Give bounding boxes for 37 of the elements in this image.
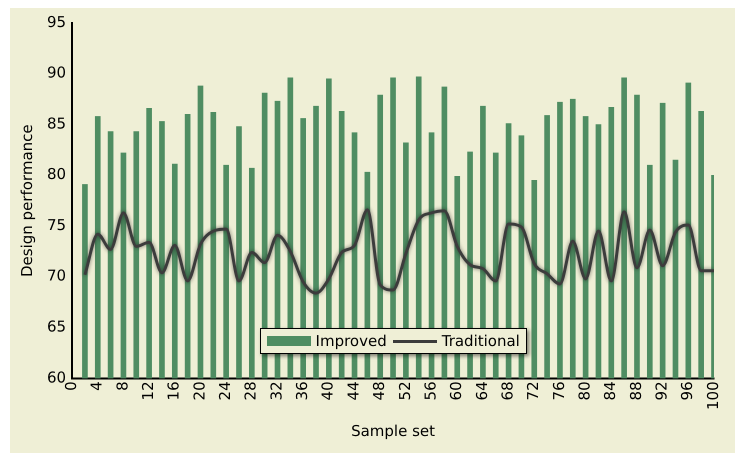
- x-tick-label: 100: [704, 381, 722, 410]
- y-tick-label: 85: [46, 114, 66, 132]
- x-tick-label: 44: [344, 381, 362, 400]
- y-axis-title: Design performance: [18, 124, 36, 277]
- x-tick-label: 48: [370, 381, 388, 400]
- x-tick-label: 20: [190, 381, 208, 400]
- x-tick-label: 80: [576, 381, 594, 400]
- x-tick-label: 28: [242, 381, 260, 400]
- x-tick-label: 4: [88, 381, 106, 391]
- y-tick-label: 65: [46, 317, 66, 336]
- x-tick-label: 64: [472, 381, 491, 400]
- x-tick-label: 60: [447, 381, 466, 400]
- x-tick-label: 40: [318, 381, 337, 400]
- x-tick-label: 88: [626, 381, 645, 400]
- x-tick-label: 52: [396, 381, 414, 400]
- x-tick-label: 32: [267, 381, 286, 400]
- x-tick-label: 68: [498, 381, 516, 400]
- x-axis-title: Sample set: [351, 422, 436, 440]
- legend-label: Improved: [316, 332, 387, 350]
- x-tick-label: 24: [216, 381, 234, 400]
- legend-label: Traditional: [442, 332, 520, 350]
- y-tick-label: 90: [46, 64, 66, 82]
- x-tick-label: 16: [164, 381, 183, 400]
- line-series: [83, 208, 714, 295]
- x-tick-label: 76: [550, 381, 568, 400]
- x-tick-label: 12: [139, 381, 158, 400]
- x-tick-label: 56: [421, 381, 440, 400]
- y-tick-label: 70: [46, 266, 66, 285]
- x-tick-label: 92: [652, 381, 671, 400]
- x-tick-label: 84: [601, 381, 620, 400]
- x-tick-label: 8: [113, 381, 132, 391]
- y-tick-label: 75: [46, 216, 66, 234]
- y-tick-label: 95: [46, 12, 66, 31]
- y-tick-label: 80: [46, 165, 66, 184]
- x-tick-label: 36: [293, 381, 312, 400]
- x-tick-label: 96: [678, 381, 696, 400]
- x-tick-label: 72: [524, 381, 542, 400]
